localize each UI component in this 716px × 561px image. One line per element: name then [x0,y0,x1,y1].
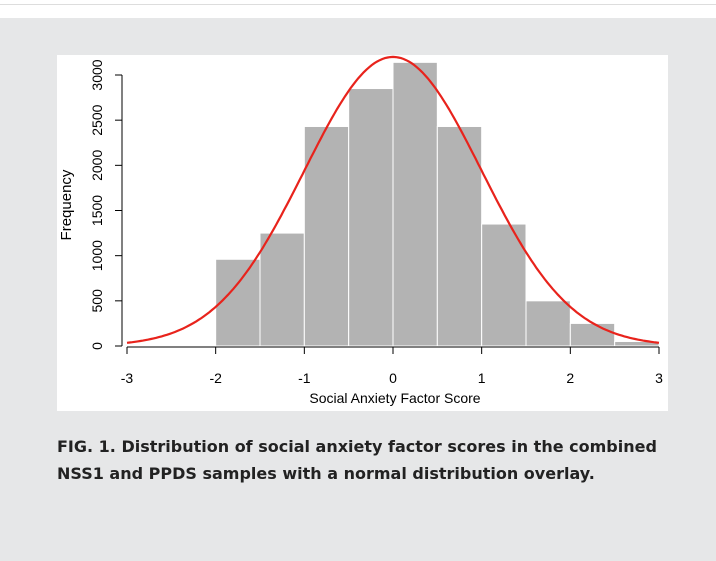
y-tick-label: 1000 [89,240,105,271]
x-tick-label: 1 [478,370,486,386]
bar [348,88,394,347]
x-tick-label: 2 [566,370,574,386]
bar [481,223,527,347]
y-tick-label: 0 [89,342,105,350]
x-tick-label: 0 [389,370,397,386]
bar [614,340,660,347]
bar [525,300,571,347]
y-tick-label: 2000 [89,150,105,181]
bar [259,232,305,347]
x-axis-label: Social Anxiety Factor Score [309,390,480,406]
x-tick-label: -3 [121,370,134,386]
x-tick-label: -1 [298,370,311,386]
y-tick-label: 1500 [89,195,105,226]
divider [0,4,716,5]
bar [436,125,483,347]
normal-curve [126,55,660,344]
caption: FIG. 1. Distribution of social anxiety f… [57,437,657,483]
x-tick-label: 3 [655,370,663,386]
y-axis-label: Frequency [58,169,75,240]
bar [215,258,261,347]
x-tick-label: -2 [209,370,222,386]
y-tick-label: 500 [89,289,105,313]
y-tick-label: 3000 [89,59,105,90]
bar [569,322,616,347]
y-tick-label: 2500 [89,104,105,135]
bar [392,61,438,347]
